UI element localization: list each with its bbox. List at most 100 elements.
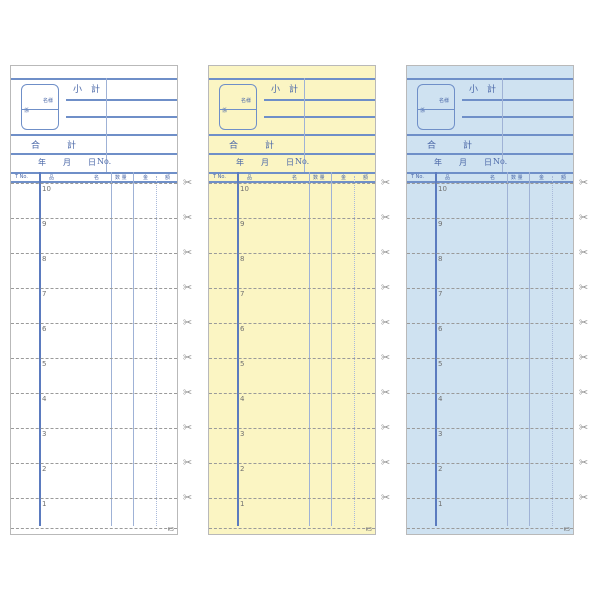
rule-line: [66, 116, 177, 118]
perforation-line: [209, 428, 375, 429]
row-number: 6: [42, 325, 47, 333]
staff-label: 係: [420, 108, 426, 114]
item-header: 品: [49, 175, 55, 181]
subtotal-label: 小 計: [271, 85, 299, 95]
perforation-line: [209, 253, 375, 254]
subtotal-line: [264, 99, 375, 101]
perforation-line: [11, 323, 177, 324]
perforation-line: [407, 528, 573, 529]
row-number: 2: [42, 465, 47, 473]
staff-label: 係: [222, 108, 228, 114]
month-label: 月: [459, 158, 467, 167]
rule-line: [407, 134, 573, 136]
perforation-line: [407, 253, 573, 254]
perforation-line: [209, 358, 375, 359]
row-number: 10: [42, 185, 51, 193]
perforation-line: [209, 498, 375, 499]
amount-column-line: [354, 176, 355, 526]
staff-label: 係: [24, 108, 30, 114]
scissors-icon: ✂: [579, 491, 589, 504]
perforation-line: [209, 323, 375, 324]
scissors-icon: ✂: [183, 176, 193, 189]
perforation-line: [11, 183, 177, 184]
scissors-icon: ✂: [579, 386, 589, 399]
rule-line: [462, 116, 573, 118]
month-label: 月: [63, 158, 71, 167]
name-label: 名様: [439, 98, 450, 104]
scissors-icon: ✂: [381, 491, 391, 504]
perforation-line: [407, 218, 573, 219]
amount-column-line: [156, 176, 157, 526]
row-number: 10: [438, 185, 447, 193]
name-label: 名様: [43, 98, 54, 104]
scissors-icon: ✂: [579, 211, 589, 224]
year-label: 年: [236, 158, 244, 167]
rule-line: [407, 172, 573, 174]
perforation-line: [407, 393, 573, 394]
form-code: K3: [365, 527, 372, 533]
row-number: 8: [438, 255, 443, 263]
scissors-icon: ✂: [381, 456, 391, 469]
row-number: 7: [42, 290, 47, 298]
order-slip-yellow: 小 計名様係合 計年 月 日 No. T No. 品 名 数 量 金 額 10 ✂ 9 ✂ 8 ✂ 7 ✂ 6 ✂ 5 ✂…: [208, 65, 390, 535]
amount-header: 額: [165, 175, 171, 181]
row-number: 9: [42, 220, 47, 228]
scissors-icon: ✂: [579, 456, 589, 469]
row-number: 6: [240, 325, 245, 333]
scissors-icon: ✂: [579, 281, 589, 294]
qty-header: 数 量: [115, 175, 127, 181]
rule-line: [264, 116, 375, 118]
total-label: 合 計: [427, 141, 473, 151]
row-number: 1: [438, 500, 443, 508]
subtotal-line: [66, 99, 177, 101]
scissors-icon: ✂: [579, 421, 589, 434]
scissors-icon: ✂: [381, 421, 391, 434]
perforation-line: [407, 463, 573, 464]
name-box: [417, 84, 455, 130]
row-number: 10: [240, 185, 249, 193]
row-number: 8: [42, 255, 47, 263]
perforation-line: [11, 253, 177, 254]
item-header: 品: [247, 175, 253, 181]
table-no-header: T No.: [411, 174, 424, 180]
rule-line: [209, 134, 375, 136]
rule-line: [11, 134, 177, 136]
qty-column-line: [133, 172, 134, 526]
row-number: 4: [42, 395, 47, 403]
table-no-header: T No.: [213, 174, 226, 180]
row-number: 1: [240, 500, 245, 508]
header-row-line: [209, 181, 375, 183]
rule-line: [407, 78, 573, 80]
table-no-column-line: [435, 172, 437, 526]
row-number: 5: [240, 360, 245, 368]
scissors-icon: ✂: [381, 176, 391, 189]
perforation-line: [209, 288, 375, 289]
item-header: 名: [490, 175, 496, 181]
row-number: 9: [438, 220, 443, 228]
row-number: 1: [42, 500, 47, 508]
row-number: 2: [240, 465, 245, 473]
perforation-line: [11, 528, 177, 529]
qty-header: 数 量: [511, 175, 523, 181]
item-column-line: [309, 172, 310, 526]
name-box-line: [22, 109, 58, 110]
perforation-line: [407, 288, 573, 289]
name-box: [219, 84, 257, 130]
amount-column-line: [552, 176, 553, 526]
name-box: [21, 84, 59, 130]
perforation-line: [11, 358, 177, 359]
row-number: 7: [240, 290, 245, 298]
table-no-column-line: [39, 172, 41, 526]
item-column-line: [111, 172, 112, 526]
subtotal-label: 小 計: [73, 85, 101, 95]
scissors-icon: ✂: [183, 456, 193, 469]
name-box-line: [418, 109, 454, 110]
form-code: K3: [167, 527, 174, 533]
rule-line: [11, 78, 177, 80]
rule-line: [209, 78, 375, 80]
scissors-icon: ✂: [579, 246, 589, 259]
row-number: 4: [438, 395, 443, 403]
perforation-line: [11, 498, 177, 499]
perforation-line: [209, 393, 375, 394]
year-label: 年: [434, 158, 442, 167]
